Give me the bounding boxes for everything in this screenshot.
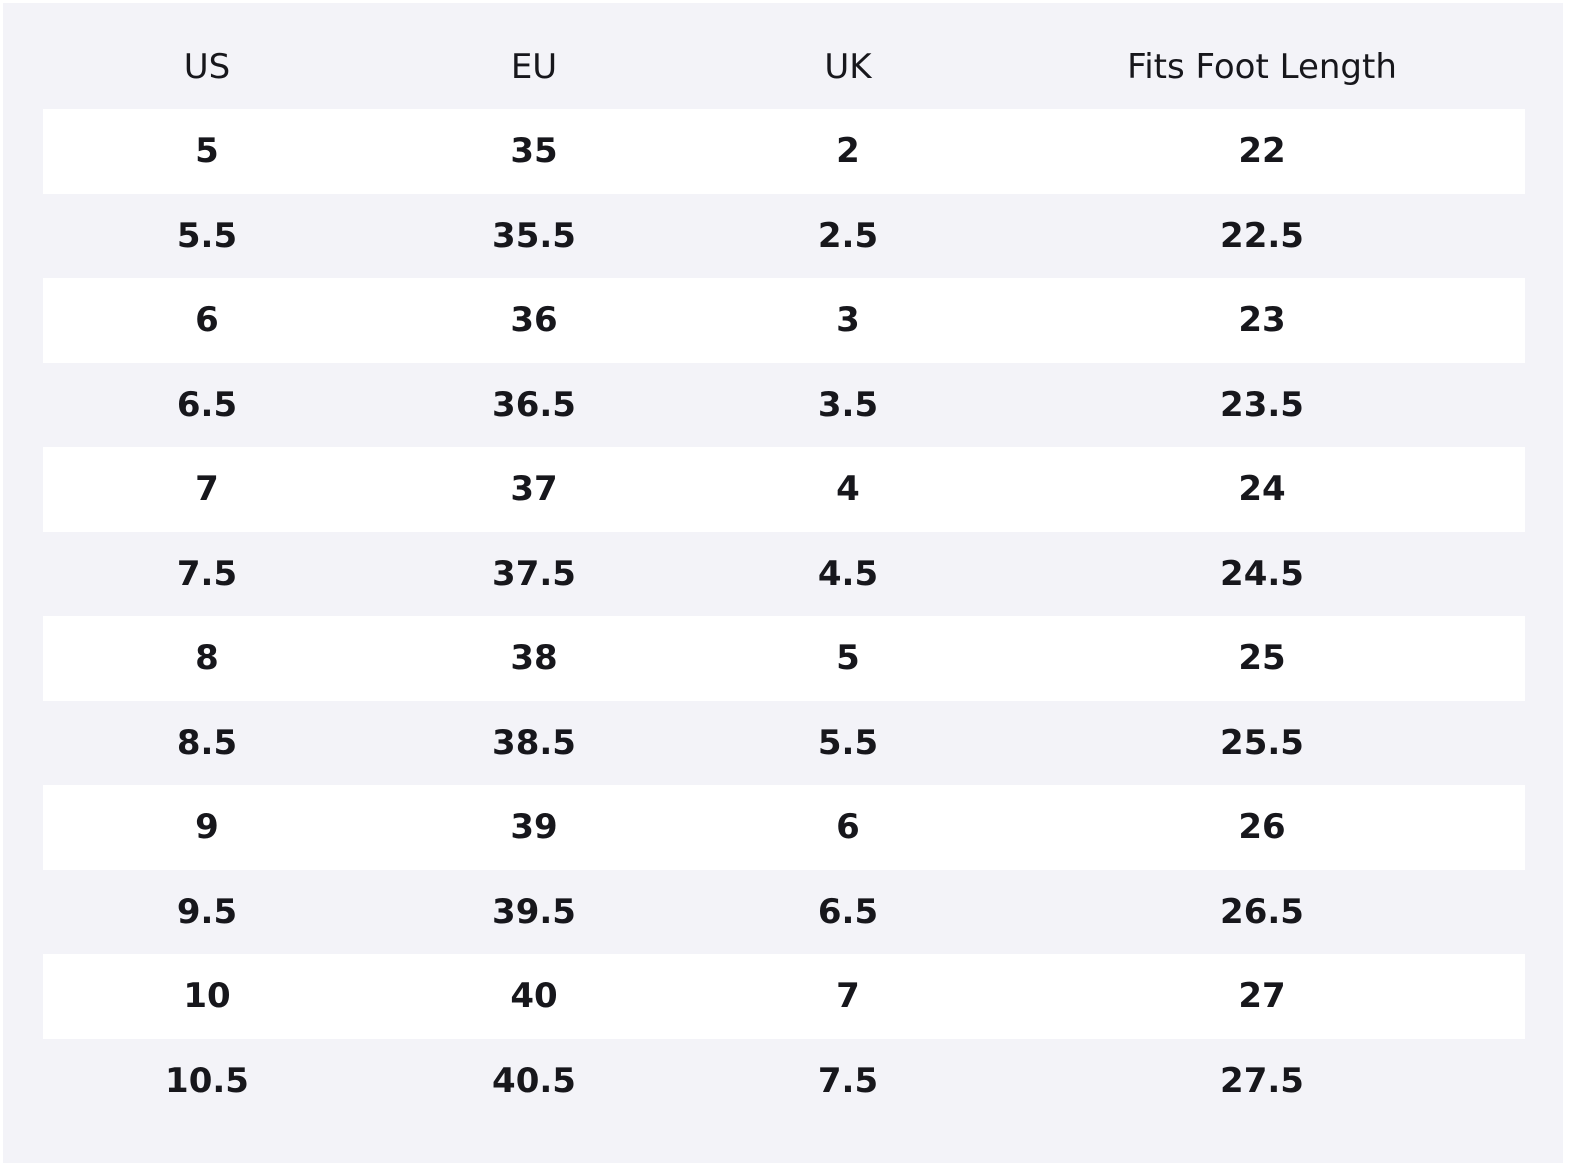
table-cell: 9 [195,807,219,848]
table-cell: 8.5 [176,722,238,763]
table-cell: 36 [510,300,558,341]
table-cell: 6.5 [817,891,879,932]
table-cell: 5.5 [176,215,238,256]
table-cell: 36.5 [492,384,576,425]
table-cell: 6 [195,300,219,341]
table-row: 6 36 3 23 [43,278,1525,363]
table-row: 5.5 35.5 2.5 22.5 [43,194,1525,279]
table-cell: 10.5 [165,1060,249,1101]
table-cell: 6 [836,807,860,848]
table-cell: 26.5 [1220,891,1304,932]
table-cell: 40.5 [492,1060,576,1101]
header-cell: US [183,47,231,88]
table-row: 10.5 40.5 7.5 27.5 [43,1039,1525,1124]
table-cell: 39.5 [492,891,576,932]
header-cell: Fits Foot Length [1127,47,1397,88]
table-cell: 5 [836,638,860,679]
table-cell: 35.5 [492,215,576,256]
table-row: 7 37 4 24 [43,447,1525,532]
table-cell: 5.5 [817,722,879,763]
header-cell: EU [510,47,558,88]
table-cell: 5 [195,131,219,172]
table-row: 6.5 36.5 3.5 23.5 [43,363,1525,448]
table-row: 5 35 2 22 [43,109,1525,194]
table-cell: 22 [1238,131,1286,172]
table-cell: 23.5 [1220,384,1304,425]
table-cell: 9.5 [176,891,238,932]
table-cell: 6.5 [176,384,238,425]
size-table: US EU UK Fits Foot Length 5 35 2 22 5.5 35.5 2.5 22… [3,3,1563,1163]
table-cell: 23 [1238,300,1286,341]
table-row: 10 40 7 27 [43,954,1525,1039]
table-cell: 25 [1238,638,1286,679]
table-cell: 2 [836,131,860,172]
table-cell: 40 [510,976,558,1017]
table-cell: 4 [836,469,860,510]
table-row: 8.5 38.5 5.5 25.5 [43,701,1525,786]
table-cell: 27 [1238,976,1286,1017]
table-cell: 8 [195,638,219,679]
table-cell: 39 [510,807,558,848]
table-cell: 24.5 [1220,553,1304,594]
table-cell: 27.5 [1220,1060,1304,1101]
table-cell: 7 [195,469,219,510]
table-row: 8 38 5 25 [43,616,1525,701]
table-cell: 26 [1238,807,1286,848]
header-cell: UK [824,47,872,88]
header-row: US EU UK Fits Foot Length [43,25,1525,110]
table-cell: 37.5 [492,553,576,594]
table-cell: 38.5 [492,722,576,763]
table-row: 9 39 6 26 [43,785,1525,870]
table-cell: 35 [510,131,558,172]
table-cell: 7 [836,976,860,1017]
table-row: 7.5 37.5 4.5 24.5 [43,532,1525,617]
table-cell: 25.5 [1220,722,1304,763]
table-cell: 38 [510,638,558,679]
table-cell: 37 [510,469,558,510]
table-cell: 4.5 [817,553,879,594]
table-cell: 24 [1238,469,1286,510]
table-cell: 3 [836,300,860,341]
table-cell: 22.5 [1220,215,1304,256]
table-cell: 7.5 [176,553,238,594]
table-cell: 2.5 [817,215,879,256]
table-row: 9.5 39.5 6.5 26.5 [43,870,1525,955]
table-cell: 3.5 [817,384,879,425]
table-cell: 7.5 [817,1060,879,1101]
table-cell: 10 [183,976,231,1017]
